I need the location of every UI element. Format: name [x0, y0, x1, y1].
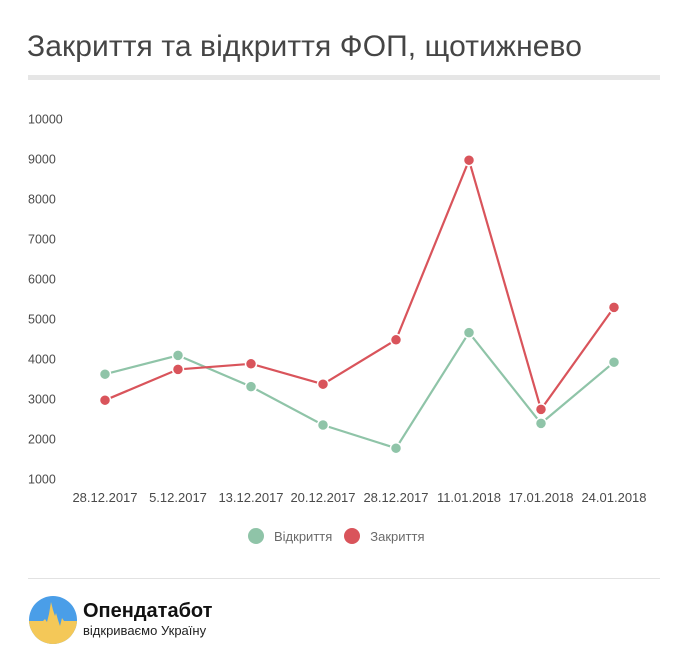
brand-name: Опендатабот [83, 600, 213, 622]
data-point[interactable] [171, 349, 185, 362]
brand-tagline: відкриваємо Україну [83, 623, 207, 638]
data-point[interactable] [607, 355, 621, 369]
x-tick-label: 28.12.2017 [363, 490, 428, 505]
chart-title: Закриття та відкриття ФОП, щотижнево [27, 30, 583, 63]
y-tick-label: 4000 [28, 353, 56, 367]
y-tick-label: 10000 [28, 113, 63, 127]
opendatabot-logo-icon [29, 596, 77, 644]
y-tick-label: 6000 [28, 273, 56, 287]
data-point[interactable] [316, 418, 330, 432]
y-tick-label: 5000 [28, 313, 56, 327]
x-tick-label: 13.12.2017 [218, 490, 283, 505]
x-tick-label: 17.01.2018 [508, 490, 573, 505]
data-point[interactable] [98, 367, 112, 381]
data-point[interactable] [462, 326, 476, 339]
x-tick-label: 24.01.2018 [581, 490, 646, 505]
y-tick-label: 1000 [28, 473, 56, 487]
data-point[interactable] [98, 393, 112, 407]
footer-divider [28, 578, 660, 579]
y-tick-label: 3000 [28, 393, 56, 407]
legend-item-opened[interactable]: Відкриття [248, 528, 332, 544]
y-tick-label: 2000 [28, 433, 56, 447]
legend-item-closed[interactable]: Закриття [344, 528, 425, 544]
y-tick-label: 9000 [28, 153, 56, 167]
chart-legend: Відкриття Закриття [248, 528, 437, 544]
data-point[interactable] [171, 363, 185, 376]
data-point[interactable] [462, 153, 476, 167]
data-point[interactable] [389, 441, 403, 455]
data-point[interactable] [316, 377, 330, 391]
data-point[interactable] [534, 403, 548, 416]
x-tick-label: 11.01.2018 [437, 490, 501, 505]
series-line [104, 156, 615, 412]
data-point[interactable] [607, 301, 621, 314]
legend-dot-icon [248, 528, 264, 544]
data-point[interactable] [244, 380, 258, 393]
data-point[interactable] [534, 417, 548, 430]
legend-label: Відкриття [274, 528, 333, 544]
y-tick-label: 7000 [28, 233, 56, 247]
x-tick-label: 20.12.2017 [290, 490, 355, 505]
x-tick-label: 28.12.2017 [72, 490, 137, 505]
line-chart: 10000 9000 8000 7000 6000 5000 4000 3000 2000 100… [28, 113, 647, 506]
legend-dot-icon [344, 528, 361, 544]
x-tick-label: 5.12.2017 [149, 490, 207, 505]
y-tick-label: 8000 [28, 193, 56, 207]
data-point[interactable] [389, 333, 403, 347]
data-point[interactable] [244, 357, 258, 371]
series-line [104, 330, 615, 450]
legend-label: Закриття [370, 528, 425, 544]
title-divider [28, 75, 660, 80]
